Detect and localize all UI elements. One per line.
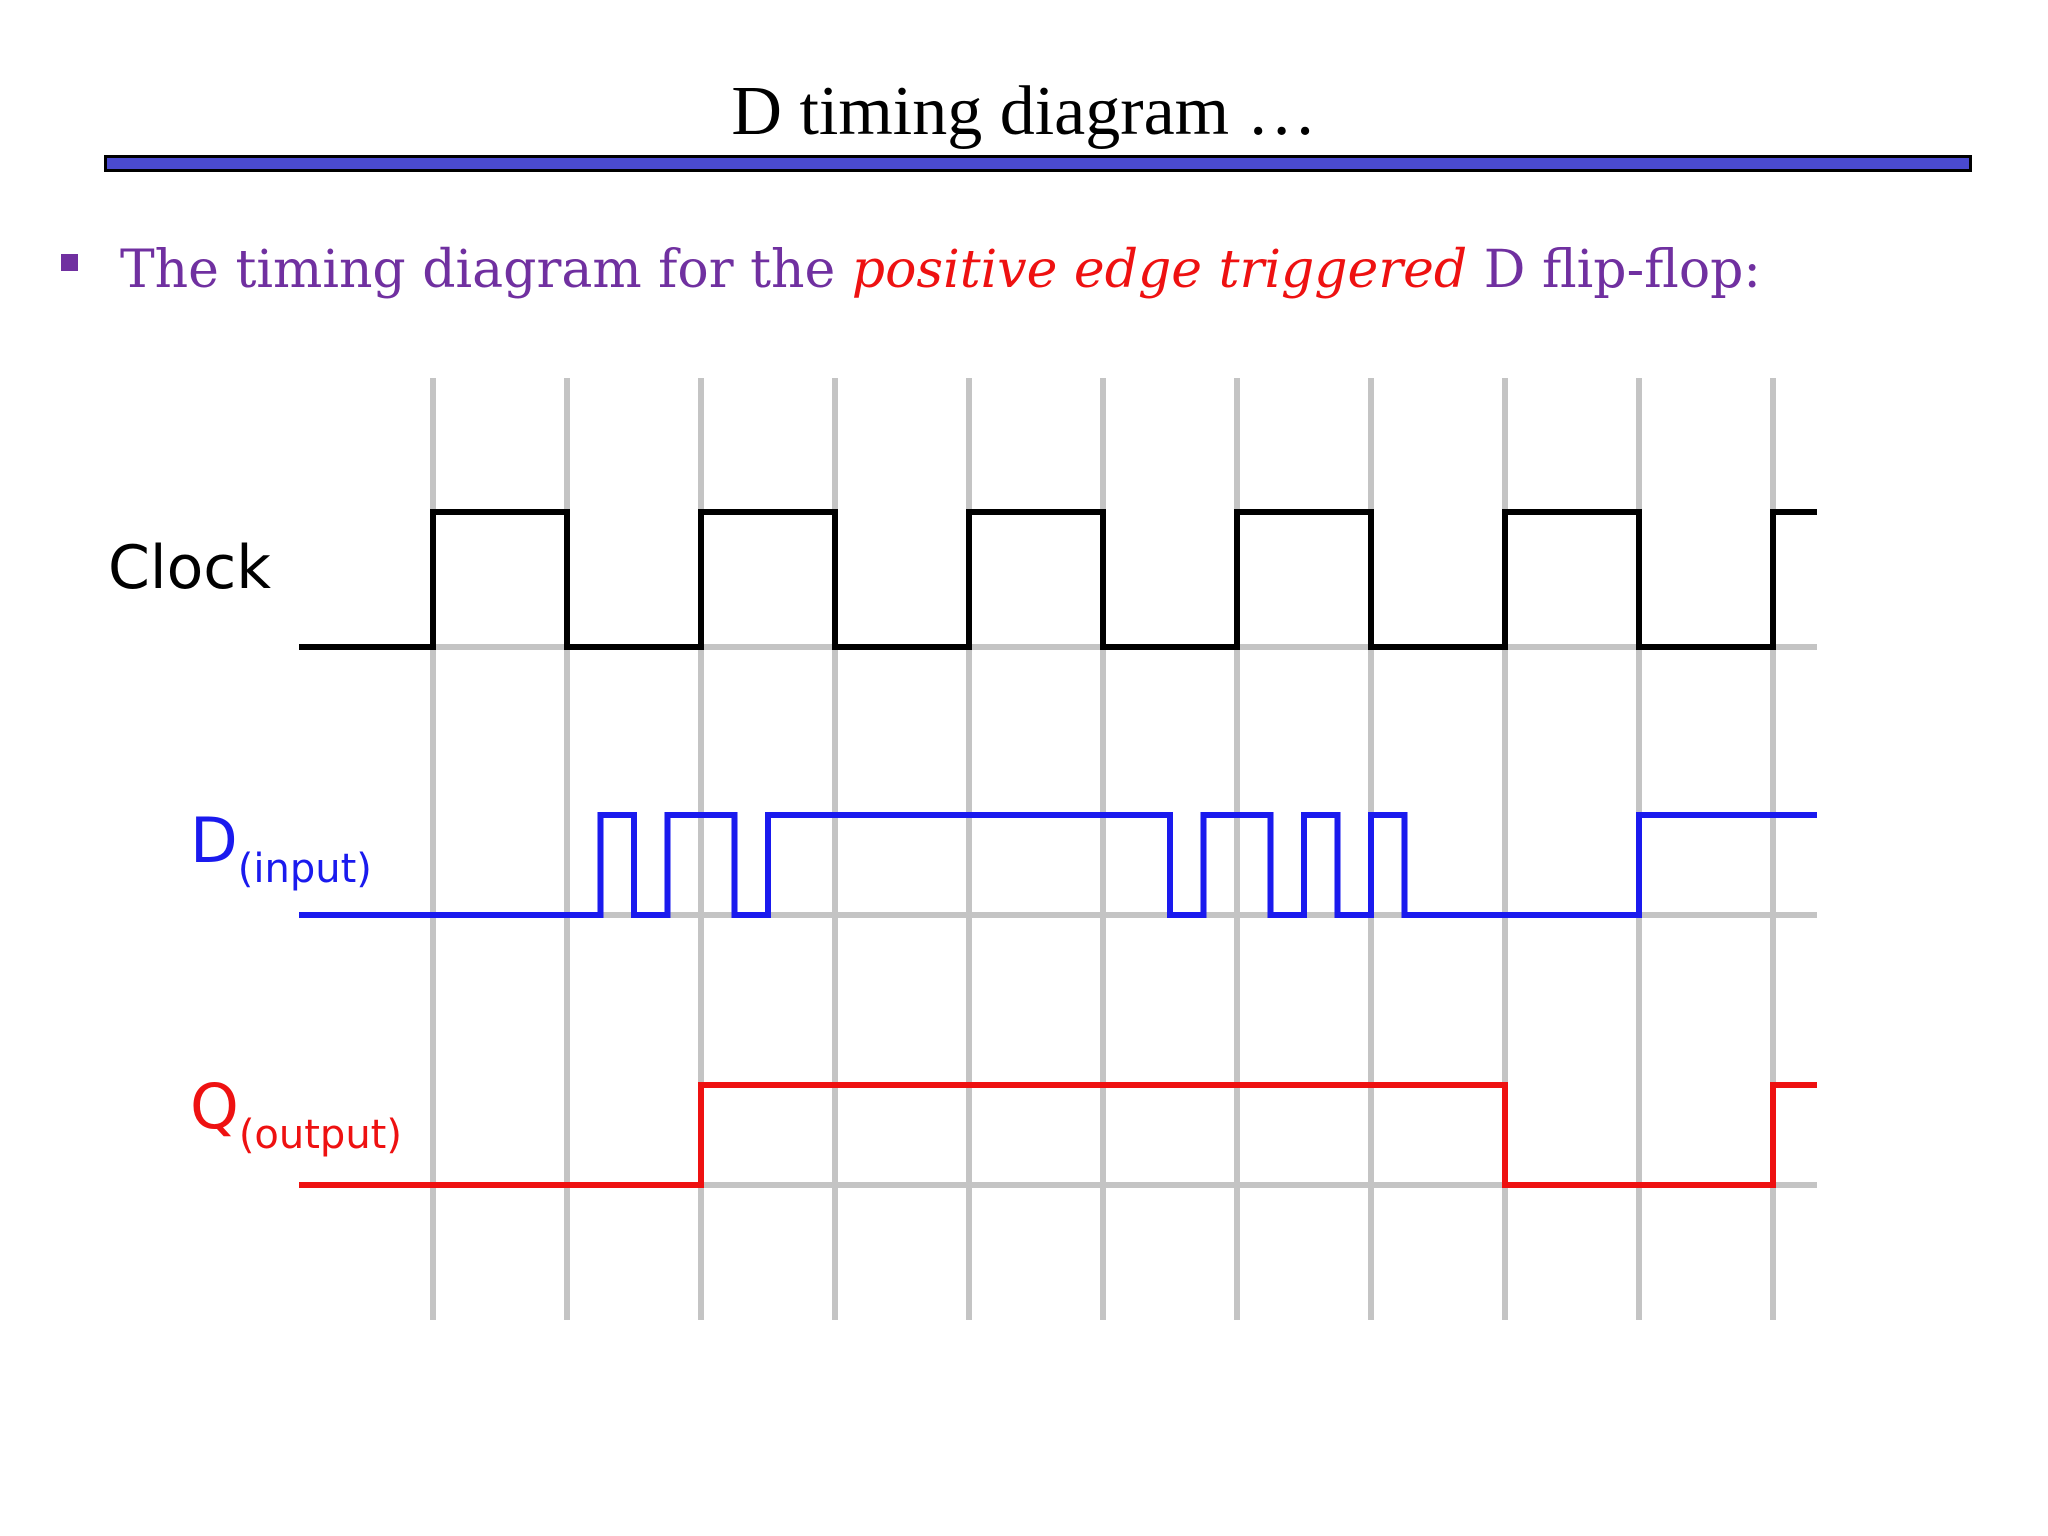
d-label-main: D (190, 804, 238, 877)
clock-waveform (299, 509, 1817, 650)
bullet-text-post: D flip-flop: (1467, 240, 1761, 300)
square-bullet-icon (61, 254, 78, 271)
clock-label: Clock (108, 533, 271, 603)
q-label-main: Q (190, 1070, 239, 1143)
title-underline (104, 155, 1972, 172)
bullet-text: The timing diagram for the positive edge… (120, 232, 1761, 308)
q-label: Q(output) (190, 1070, 402, 1158)
bullet-text-pre: The timing diagram for the (120, 240, 852, 300)
slide-title: D timing diagram … (731, 73, 1317, 150)
q-waveform (299, 1082, 1817, 1188)
d-label-subscript: (input) (238, 846, 372, 892)
d-label: D(input) (190, 804, 372, 892)
bullet-item: The timing diagram for the positive edge… (58, 232, 1998, 312)
d-waveform (299, 812, 1817, 918)
q-label-subscript: (output) (239, 1112, 402, 1158)
bullet-text-emphasis: positive edge triggered (851, 240, 1468, 300)
clock-label-main: Clock (108, 533, 271, 603)
